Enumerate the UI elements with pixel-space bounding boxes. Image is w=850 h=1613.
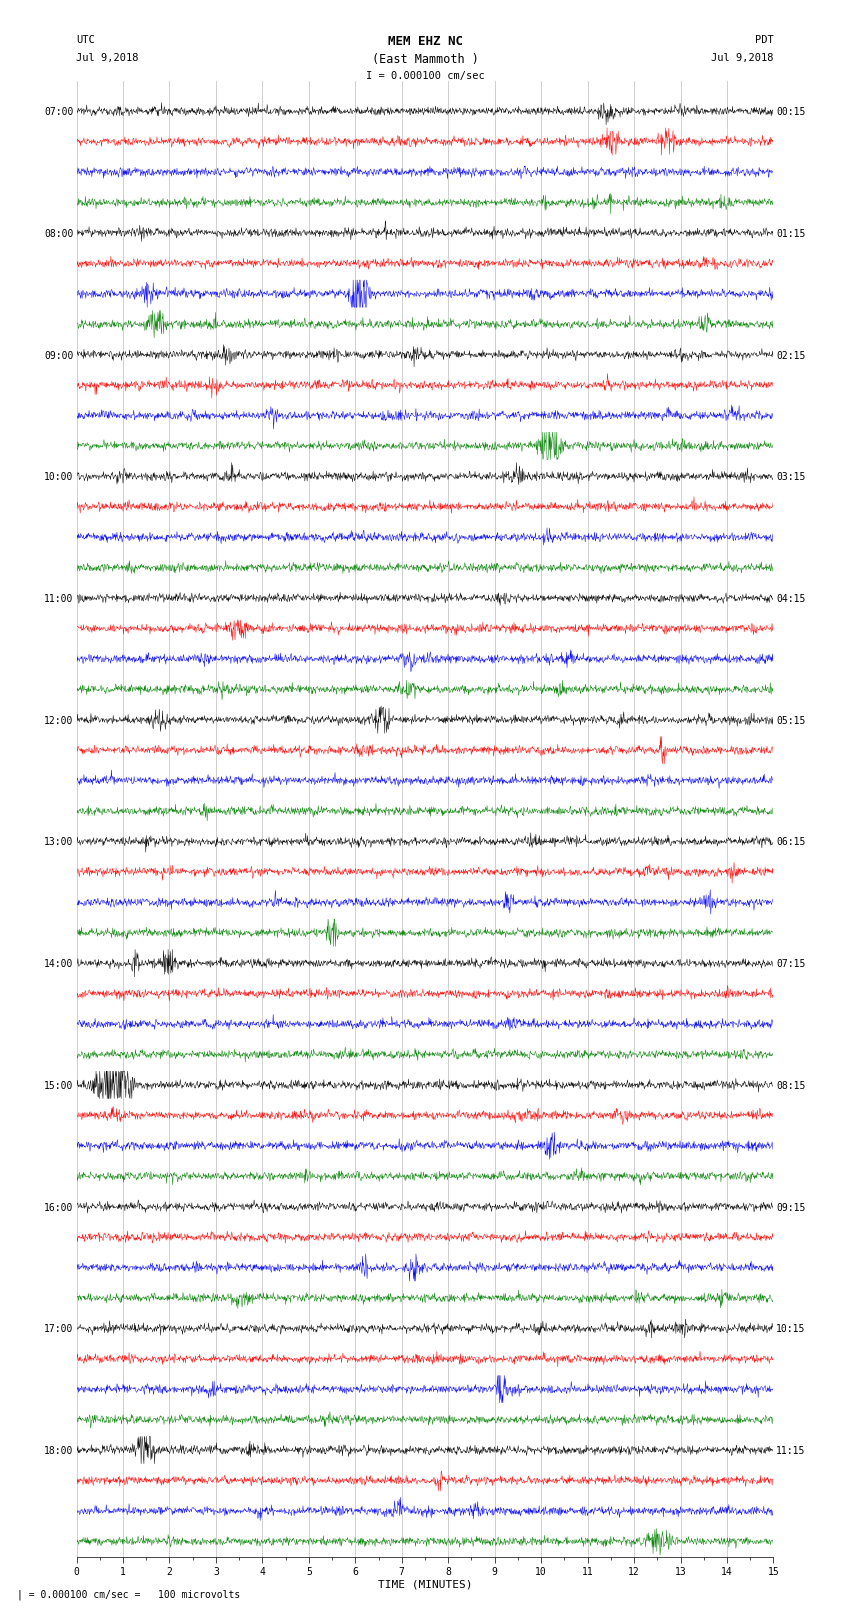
Text: Jul 9,2018: Jul 9,2018	[711, 53, 774, 63]
Text: MEM EHZ NC: MEM EHZ NC	[388, 35, 462, 48]
Text: PDT: PDT	[755, 35, 774, 45]
Text: Jul 9,2018: Jul 9,2018	[76, 53, 139, 63]
Text: (East Mammoth ): (East Mammoth )	[371, 53, 479, 66]
Text: I = 0.000100 cm/sec: I = 0.000100 cm/sec	[366, 71, 484, 81]
Text: UTC: UTC	[76, 35, 95, 45]
Text: | = 0.000100 cm/sec =   100 microvolts: | = 0.000100 cm/sec = 100 microvolts	[17, 1589, 241, 1600]
X-axis label: TIME (MINUTES): TIME (MINUTES)	[377, 1579, 473, 1590]
